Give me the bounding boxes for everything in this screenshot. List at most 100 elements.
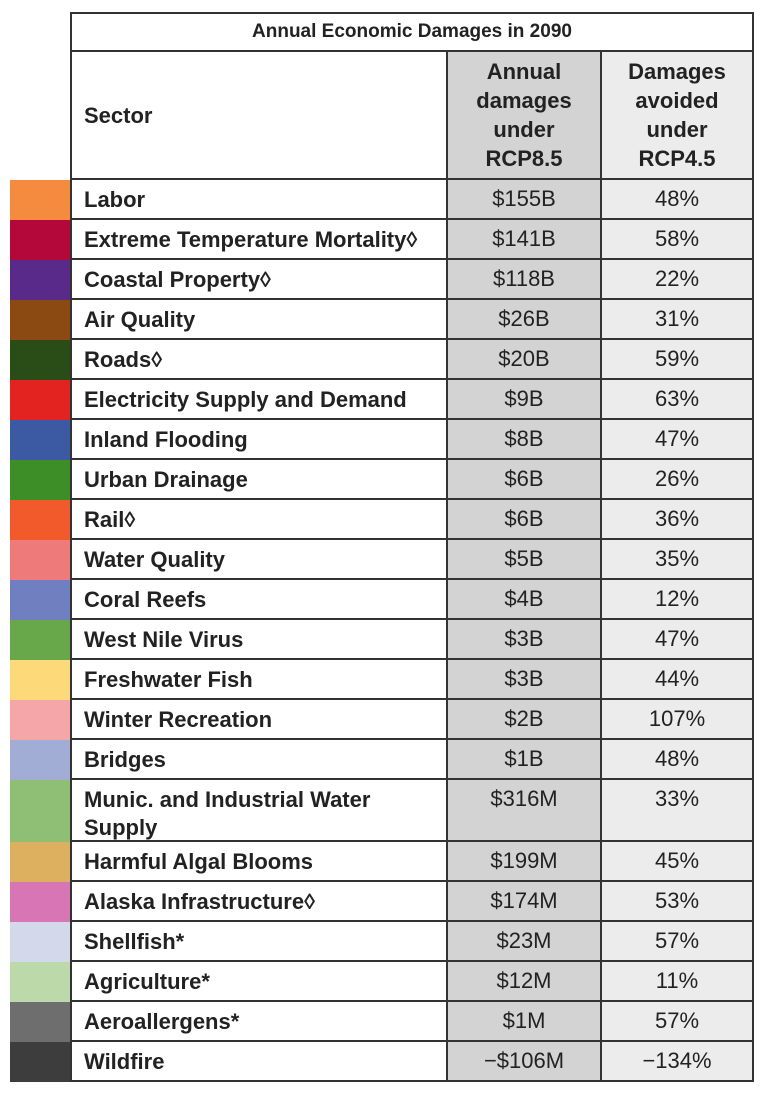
sector-cell: Inland Flooding [70, 420, 446, 460]
table-row: Coral Reefs $4B 12% [0, 580, 754, 620]
annual-damages-cell: $5B [446, 540, 600, 580]
table-row: West Nile Virus $3B 47% [0, 620, 754, 660]
damages-avoided-cell: 58% [600, 220, 754, 260]
sector-cell: Roads◊ [70, 340, 446, 380]
sector-cell: Agriculture* [70, 962, 446, 1002]
sector-cell: Labor [70, 180, 446, 220]
annual-damages-cell: $118B [446, 260, 600, 300]
damages-avoided-cell: 53% [600, 882, 754, 922]
annual-damages-cell: $174M [446, 882, 600, 922]
table-row: Water Quality $5B 35% [0, 540, 754, 580]
damages-avoided-cell: 31% [600, 300, 754, 340]
sector-color-swatch [10, 380, 70, 420]
annual-damages-cell: $6B [446, 500, 600, 540]
header-annual-damages: Annual damages under RCP8.5 [446, 52, 600, 180]
damages-avoided-cell: 48% [600, 180, 754, 220]
annual-damages-cell: $8B [446, 420, 600, 460]
annual-damages-cell: $1M [446, 1002, 600, 1042]
sector-color-swatch [10, 780, 70, 842]
damages-avoided-cell: 12% [600, 580, 754, 620]
damages-avoided-cell: 22% [600, 260, 754, 300]
header-damages-avoided: Damages avoided under RCP4.5 [600, 52, 754, 180]
table-row: Winter Recreation $2B 107% [0, 700, 754, 740]
damages-avoided-cell: 57% [600, 922, 754, 962]
sector-color-swatch [10, 740, 70, 780]
annual-damages-cell: $12M [446, 962, 600, 1002]
damages-avoided-cell: 36% [600, 500, 754, 540]
annual-damages-cell: $3B [446, 620, 600, 660]
sector-cell: Air Quality [70, 300, 446, 340]
damages-avoided-cell: 35% [600, 540, 754, 580]
table-title: Annual Economic Damages in 2090 [70, 12, 754, 52]
table-row: Inland Flooding $8B 47% [0, 420, 754, 460]
damages-avoided-cell: 33% [600, 780, 754, 842]
sector-cell: Winter Recreation [70, 700, 446, 740]
damages-avoided-cell: 26% [600, 460, 754, 500]
table-row: Urban Drainage $6B 26% [0, 460, 754, 500]
sector-color-swatch [10, 220, 70, 260]
annual-damages-cell: $4B [446, 580, 600, 620]
annual-damages-cell: −$106M [446, 1042, 600, 1082]
sector-color-swatch [10, 300, 70, 340]
header-sector: Sector [70, 52, 446, 180]
table-header-row: Sector Annual damages under RCP8.5 Damag… [70, 52, 754, 180]
sector-cell: Coastal Property◊ [70, 260, 446, 300]
sector-color-swatch [10, 842, 70, 882]
annual-damages-cell: $9B [446, 380, 600, 420]
table-row: Agriculture* $12M 11% [0, 962, 754, 1002]
table-row: Alaska Infrastructure◊ $174M 53% [0, 882, 754, 922]
table-row: Shellfish* $23M 57% [0, 922, 754, 962]
damages-avoided-cell: 48% [600, 740, 754, 780]
table-row: Bridges $1B 48% [0, 740, 754, 780]
table-row: Rail◊ $6B 36% [0, 500, 754, 540]
table-row: Extreme Temperature Mortality◊ $141B 58% [0, 220, 754, 260]
table-row: Labor $155B 48% [0, 180, 754, 220]
annual-damages-cell: $316M [446, 780, 600, 842]
table-row: Harmful Algal Blooms $199M 45% [0, 842, 754, 882]
sector-cell: Extreme Temperature Mortality◊ [70, 220, 446, 260]
sector-cell: Coral Reefs [70, 580, 446, 620]
annual-damages-cell: $2B [446, 700, 600, 740]
table-row: Coastal Property◊ $118B 22% [0, 260, 754, 300]
damages-avoided-cell: 47% [600, 420, 754, 460]
sector-color-swatch [10, 500, 70, 540]
sector-cell: Bridges [70, 740, 446, 780]
sector-color-swatch [10, 620, 70, 660]
sector-color-swatch [10, 1042, 70, 1082]
sector-cell: Rail◊ [70, 500, 446, 540]
sector-cell: Electricity Supply and Demand [70, 380, 446, 420]
annual-damages-cell: $3B [446, 660, 600, 700]
sector-cell: Alaska Infrastructure◊ [70, 882, 446, 922]
sector-cell: Harmful Algal Blooms [70, 842, 446, 882]
annual-damages-cell: $155B [446, 180, 600, 220]
sector-color-swatch [10, 962, 70, 1002]
annual-damages-cell: $1B [446, 740, 600, 780]
damages-avoided-cell: 107% [600, 700, 754, 740]
damages-avoided-cell: 57% [600, 1002, 754, 1042]
sector-color-swatch [10, 922, 70, 962]
table-row: Electricity Supply and Demand $9B 63% [0, 380, 754, 420]
annual-damages-cell: $23M [446, 922, 600, 962]
sector-color-swatch [10, 540, 70, 580]
damages-avoided-cell: 11% [600, 962, 754, 1002]
sector-cell: Wildfire [70, 1042, 446, 1082]
annual-damages-cell: $141B [446, 220, 600, 260]
sector-color-swatch [10, 420, 70, 460]
annual-damages-cell: $26B [446, 300, 600, 340]
damages-avoided-cell: 63% [600, 380, 754, 420]
annual-damages-cell: $20B [446, 340, 600, 380]
sector-cell: West Nile Virus [70, 620, 446, 660]
sector-cell: Munic. and Industrial Water Supply [70, 780, 446, 842]
table-row: Wildfire −$106M −134% [0, 1042, 754, 1082]
table-row: Air Quality $26B 31% [0, 300, 754, 340]
sector-color-swatch [10, 1002, 70, 1042]
sector-color-swatch [10, 882, 70, 922]
sector-cell: Shellfish* [70, 922, 446, 962]
annual-damages-cell: $6B [446, 460, 600, 500]
sector-color-swatch [10, 460, 70, 500]
table-row: Roads◊ $20B 59% [0, 340, 754, 380]
sector-cell: Freshwater Fish [70, 660, 446, 700]
table-row: Munic. and Industrial Water Supply $316M 3… [0, 780, 754, 842]
sector-cell: Aeroallergens* [70, 1002, 446, 1042]
damages-avoided-cell: 59% [600, 340, 754, 380]
